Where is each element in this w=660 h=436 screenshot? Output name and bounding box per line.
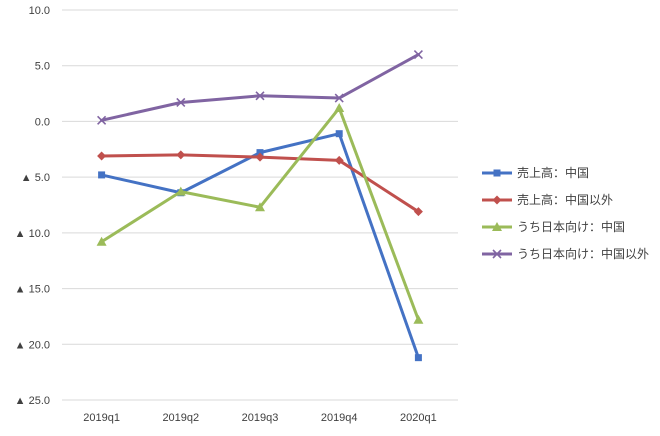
data-point xyxy=(175,186,186,196)
data-point xyxy=(413,50,423,60)
data-point xyxy=(97,151,107,161)
y-tick-label: 5.0 xyxy=(35,61,50,73)
series-line xyxy=(100,132,420,360)
legend-item: うち日本向け：中国 xyxy=(482,219,625,234)
legend-item: 売上高：中国以外 xyxy=(482,192,613,207)
data-point xyxy=(176,97,186,108)
series-line xyxy=(100,53,420,122)
data-point xyxy=(255,152,265,162)
legend-item: うち日本向け：中国以外 xyxy=(482,246,649,261)
legend-marker xyxy=(492,195,502,205)
y-tick-label: ▲ 25.0 xyxy=(15,395,50,407)
data-point xyxy=(413,314,424,324)
x-axis-tick-labels: 2019q1 2019q2 2019q3 2019q4 2020q1 xyxy=(83,412,437,424)
legend-label: 売上高：中国以外 xyxy=(517,192,613,207)
data-point xyxy=(176,150,186,160)
y-tick-label: ▲ 5.0 xyxy=(21,172,50,184)
series-lines xyxy=(96,50,424,362)
y-tick-label: 0.0 xyxy=(35,116,50,128)
x-tick-label: 2019q2 xyxy=(162,412,199,424)
x-tick-label: 2020q1 xyxy=(400,412,437,424)
data-point xyxy=(98,171,106,179)
y-tick-label: ▲ 15.0 xyxy=(15,284,50,296)
legend-marker xyxy=(493,169,501,177)
data-point xyxy=(96,236,107,246)
y-axis-tick-labels: 10.0 5.0 0.0 ▲ 5.0 ▲ 10.0 ▲ 15.0 ▲ 20.0 ▲ 25.0 xyxy=(15,5,50,407)
x-tick-label: 2019q4 xyxy=(321,412,358,424)
data-point xyxy=(334,103,345,113)
legend-label: うち日本向け：中国以外 xyxy=(517,246,649,261)
y-tick-label: ▲ 20.0 xyxy=(15,339,50,351)
data-point xyxy=(334,93,344,103)
legend-item: 売上高：中国 xyxy=(482,165,589,180)
data-point xyxy=(97,115,107,125)
legend-marker xyxy=(492,222,502,231)
data-point xyxy=(335,130,343,138)
data-point xyxy=(255,202,265,212)
data-point xyxy=(413,207,423,217)
legend-label: 売上高：中国 xyxy=(517,165,589,180)
data-point xyxy=(255,91,265,101)
gridlines xyxy=(62,9,458,401)
legend-label: うち日本向け：中国 xyxy=(517,219,625,234)
y-tick-label: 10.0 xyxy=(29,5,50,17)
x-tick-label: 2019q3 xyxy=(242,412,279,424)
series-2 xyxy=(96,103,424,324)
series-0 xyxy=(98,130,422,362)
series-line xyxy=(100,106,420,322)
legend-marker xyxy=(492,249,502,259)
data-point xyxy=(334,155,344,165)
series-3 xyxy=(97,50,423,125)
y-tick-label: ▲ 10.0 xyxy=(15,228,50,240)
x-tick-label: 2019q1 xyxy=(83,412,120,424)
data-point xyxy=(414,354,422,362)
